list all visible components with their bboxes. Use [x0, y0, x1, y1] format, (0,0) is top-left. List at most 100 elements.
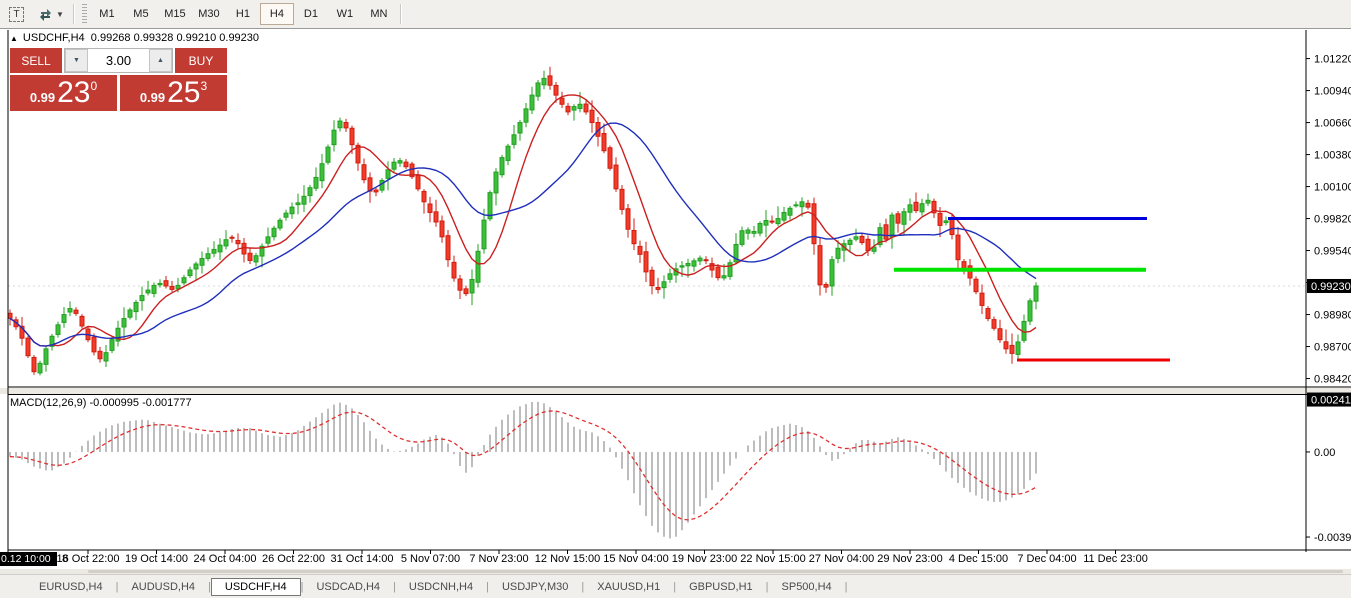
- candle-down: [643, 251, 649, 273]
- candle-down: [805, 202, 811, 208]
- candle-up: [61, 314, 67, 323]
- chart-hscrollbar[interactable]: [0, 569, 1351, 574]
- candle-down: [19, 325, 25, 339]
- candle-up: [793, 204, 799, 207]
- x-axis-label: 24 Oct 04:00: [193, 553, 257, 565]
- candle-up: [667, 273, 673, 280]
- ma-slow-line: [9, 122, 1037, 347]
- timeframe-button-d1[interactable]: D1: [303, 8, 318, 20]
- tab-divider: |: [393, 580, 396, 593]
- candle-up: [517, 122, 523, 134]
- candle-down: [559, 97, 565, 105]
- candle-up: [493, 171, 499, 194]
- toolbar-separator: [399, 4, 402, 24]
- candle-down: [811, 203, 817, 245]
- candle-down: [619, 188, 625, 210]
- text-tool-button[interactable]: T: [4, 3, 29, 25]
- price-axis-label: 1.00380: [1314, 150, 1351, 162]
- sell-button[interactable]: SELL: [10, 48, 62, 73]
- candle-down: [601, 133, 607, 152]
- chart-tab-sp500-h4[interactable]: SP500,H4: [781, 580, 832, 593]
- candle-up: [43, 348, 49, 365]
- candle-down: [355, 144, 361, 164]
- candle-up: [67, 308, 73, 313]
- candle-down: [859, 235, 865, 244]
- timeframe-button-m30[interactable]: M30: [198, 8, 220, 20]
- chart-tab-usdcnh-h4[interactable]: USDCNH,H4: [408, 580, 474, 593]
- chart-tab-eurusd-h4[interactable]: EURUSD,H4: [39, 580, 103, 593]
- arrange-charts-button[interactable]: ▼: [33, 3, 69, 25]
- candle-down: [949, 217, 955, 236]
- candle-down: [79, 315, 85, 327]
- candle-down: [613, 164, 619, 190]
- tab-divider: |: [115, 580, 119, 593]
- timeframe-button-m1[interactable]: M1: [99, 8, 115, 20]
- ohlc-close: 0.99230: [219, 32, 260, 44]
- arrange-arrows-icon: [40, 9, 51, 21]
- candle-down: [979, 292, 985, 306]
- candle-up: [277, 219, 283, 229]
- candle-down: [823, 283, 829, 288]
- toolbar-separator: [72, 4, 75, 24]
- candle-down: [997, 328, 1003, 341]
- sell-price-box[interactable]: 0.99 23 0: [10, 75, 117, 111]
- candle-up: [739, 230, 745, 245]
- candle-down: [247, 252, 253, 261]
- volume-input[interactable]: 3.00: [105, 53, 132, 68]
- x-axis-label: 22 Nov 15:00: [740, 553, 806, 565]
- macd-signal-line: [9, 410, 1037, 521]
- timeframe-button-m15[interactable]: M15: [164, 8, 186, 20]
- candle-down: [7, 312, 13, 319]
- candle-up: [391, 161, 397, 170]
- candle-up: [523, 108, 529, 123]
- timeframe-button-mn[interactable]: MN: [370, 8, 388, 20]
- candle-up: [265, 236, 271, 244]
- chart-tab-gbpusd-h1[interactable]: GBPUSD,H1: [689, 580, 753, 593]
- timeframe-button-m5[interactable]: M5: [133, 8, 149, 20]
- chart-tab-xauusd-h1[interactable]: XAUUSD,H1: [597, 580, 661, 593]
- macd-indicator-label: MACD(12,26,9) -0.000995 -0.001777: [10, 397, 192, 409]
- candle-up: [871, 246, 877, 252]
- candle-up: [511, 134, 517, 145]
- candle-down: [883, 224, 889, 240]
- candle-down: [817, 245, 823, 286]
- candle-down: [463, 288, 469, 295]
- candle-up: [757, 223, 763, 234]
- candle-up: [835, 247, 841, 259]
- candle-up: [115, 327, 121, 342]
- timeframe-button-h4[interactable]: H4: [259, 3, 294, 25]
- dropdown-caret-icon: ▼: [56, 9, 64, 19]
- chart-tab-audusd-h4[interactable]: AUDUSD,H4: [131, 580, 196, 593]
- tab-divider: |: [208, 580, 211, 593]
- buy-price-box[interactable]: 0.99 25 3: [120, 75, 227, 111]
- candle-up: [283, 212, 289, 218]
- candle-down: [421, 190, 427, 203]
- chart-tab-usdchf-h4[interactable]: USDCHF,H4: [210, 577, 301, 596]
- candle-down: [583, 103, 589, 113]
- candle-up: [829, 259, 835, 287]
- volume-spinner: ▼ 3.00 ▲: [64, 48, 173, 73]
- volume-increase-button[interactable]: ▲: [149, 49, 172, 72]
- candle-down: [913, 201, 919, 212]
- toolbar-grip[interactable]: [81, 4, 87, 24]
- tab-divider: |: [765, 580, 769, 593]
- chart-tab-usdjpy-m30[interactable]: USDJPY,M30: [501, 580, 569, 593]
- candle-up: [49, 335, 55, 347]
- hscrollbar-thumb[interactable]: [88, 570, 1343, 573]
- timeframe-button-h1[interactable]: H1: [235, 8, 250, 20]
- buy-price-small: 0.99: [139, 89, 166, 105]
- buy-button[interactable]: BUY: [175, 48, 227, 73]
- candle-down: [97, 350, 103, 360]
- candle-up: [1033, 285, 1039, 302]
- candle-up: [133, 301, 139, 313]
- candle-up: [577, 103, 583, 109]
- candle-up: [223, 239, 229, 247]
- volume-decrease-button[interactable]: ▼: [65, 49, 88, 72]
- candle-down: [163, 280, 169, 287]
- timeframe-button-w1[interactable]: W1: [336, 8, 354, 20]
- chart-tab-usdcad-h4[interactable]: USDCAD,H4: [316, 580, 381, 593]
- price-axis-label: 1.00940: [1314, 86, 1351, 98]
- candle-down: [649, 269, 655, 287]
- candle-up: [109, 339, 115, 351]
